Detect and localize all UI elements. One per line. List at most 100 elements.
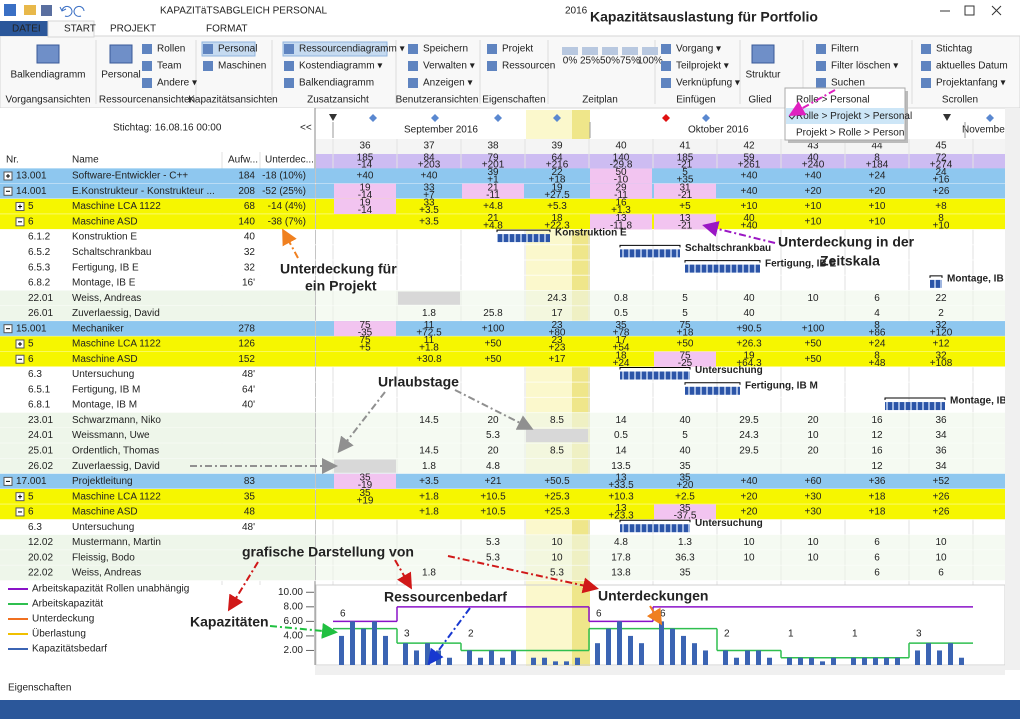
tab[interactable] <box>0 21 48 36</box>
cell-value: 35 <box>615 320 627 331</box>
cell-value: 6 <box>874 552 880 563</box>
demand-bar <box>511 650 516 665</box>
cell-value: -35 <box>358 327 373 338</box>
underload-cell <box>654 504 716 520</box>
cell-value: 10 <box>551 552 563 563</box>
menu-item[interactable]: Rolle > Personal <box>796 95 870 106</box>
column-header[interactable]: Unterdec... <box>265 155 314 166</box>
cell-value: +78 <box>613 327 630 338</box>
ribbon-button[interactable]: Balkendiagramm <box>299 78 374 89</box>
tab[interactable] <box>47 20 95 38</box>
ribbon-button[interactable]: aktuelles Datum <box>936 61 1008 72</box>
demand-bar <box>820 661 825 665</box>
ribbon-button[interactable]: Verknüpfung ▾ <box>676 78 740 89</box>
ribbon-button[interactable]: Rollen <box>157 44 185 55</box>
tab-label[interactable]: START <box>64 24 96 35</box>
tab-label[interactable]: DATEI <box>12 24 41 35</box>
ribbon-button[interactable]: 100% <box>637 56 663 67</box>
column-header[interactable]: Name <box>72 155 99 166</box>
cell-value: 31 <box>679 182 691 193</box>
week-label: 37 <box>423 141 435 152</box>
annotation: Zeitskala <box>820 253 880 269</box>
ribbon-button[interactable]: Balkendiagramm <box>10 70 85 81</box>
cell-value: 35 <box>359 473 371 484</box>
ribbon-button[interactable]: Projektanfang ▾ <box>936 78 1006 89</box>
ribbon-button[interactable]: Projekt <box>502 44 533 55</box>
task-bar[interactable] <box>685 264 760 273</box>
save-icon[interactable] <box>41 5 52 16</box>
ribbon-button[interactable]: Filtern <box>831 44 859 55</box>
ribbon-button[interactable]: Suchen <box>831 78 865 89</box>
ribbon-button[interactable]: 25% <box>580 56 600 67</box>
column-header[interactable]: Aufw... <box>228 155 258 166</box>
horizontal-scrollbar[interactable] <box>315 666 1005 675</box>
ribbon-button[interactable]: Struktur <box>745 70 781 81</box>
tab-label[interactable]: PROJEKT <box>110 24 156 35</box>
task-bar[interactable] <box>497 234 550 243</box>
ribbon-button[interactable]: Andere ▾ <box>157 78 197 89</box>
ribbon-button[interactable]: Personal <box>101 70 140 81</box>
week-label: 39 <box>551 141 563 152</box>
y-tick-label: 2.00 <box>284 645 304 656</box>
cell-value: 6 <box>874 537 880 548</box>
task-bar-label: Fertigung, IB M <box>745 380 818 391</box>
vertical-scrollbar[interactable] <box>1005 108 1020 670</box>
task-bar[interactable] <box>620 371 690 380</box>
maximize[interactable] <box>964 5 975 16</box>
underload-cell <box>334 183 396 199</box>
button-icon <box>816 78 826 88</box>
tab-label[interactable]: FORMAT <box>206 24 247 35</box>
ribbon-button[interactable]: Anzeigen ▾ <box>423 78 473 89</box>
ribbon-button[interactable]: Team <box>157 61 181 72</box>
panel-tab[interactable]: Eigenschaften <box>8 683 71 694</box>
ribbon-button[interactable]: Personal <box>218 44 257 55</box>
task-bar[interactable] <box>885 402 945 411</box>
close[interactable] <box>991 5 1002 16</box>
ribbon-button[interactable]: Maschinen <box>218 61 266 72</box>
totals-row <box>316 154 1005 169</box>
menu-highlight <box>786 108 904 124</box>
ribbon-button[interactable]: Vorgang ▾ <box>676 44 721 55</box>
demand-bar <box>798 657 803 665</box>
ribbon-button[interactable]: Verwalten ▾ <box>423 61 475 72</box>
week-label: 40 <box>615 141 627 152</box>
cell-value: 25.8 <box>483 308 503 319</box>
ribbon-button[interactable]: Speichern <box>423 44 468 55</box>
column-header[interactable]: Nr. <box>6 155 19 166</box>
ribbon-button[interactable]: Filter löschen ▾ <box>831 61 898 72</box>
ribbon-button[interactable]: 75% <box>620 56 640 67</box>
ribbon-button[interactable]: Ressourcen <box>502 61 555 72</box>
row-band <box>316 458 1005 474</box>
ribbon-button[interactable]: 50% <box>600 56 620 67</box>
menu-item[interactable]: Rolle > Projekt > Personal <box>796 111 912 122</box>
undo-icon[interactable] <box>59 5 73 17</box>
cell-value: +80 <box>549 327 566 338</box>
menu-item[interactable]: Projekt > Rolle > Person <box>796 128 904 139</box>
row-background <box>0 427 315 444</box>
task-bar[interactable] <box>685 386 740 395</box>
open-icon[interactable] <box>24 5 36 15</box>
redo-icon[interactable] <box>73 5 85 17</box>
cell-value: +100 <box>802 323 825 334</box>
ribbon-button[interactable]: Ressourcendiagramm ▾ <box>299 44 405 55</box>
cell-value: 40 <box>679 446 691 457</box>
row-aufwand: 68 <box>244 201 256 212</box>
task-bar[interactable] <box>620 249 680 258</box>
button-icon <box>284 61 294 71</box>
title-bar <box>0 0 1020 36</box>
row-nr: 15.001 <box>16 323 47 334</box>
row-name: Maschine ASD <box>72 354 138 365</box>
task-bar[interactable] <box>930 279 942 288</box>
cell-value: 16 <box>871 415 883 426</box>
cell-value: +4.8 <box>483 201 503 212</box>
app-icon <box>4 4 16 16</box>
ribbon-button[interactable]: 0% <box>563 56 578 67</box>
row-aufwand: 184 <box>238 171 255 182</box>
task-bar[interactable] <box>620 524 690 533</box>
row-name: Untersuchung <box>72 369 134 380</box>
ribbon-button[interactable]: Kostendiagramm ▾ <box>299 61 382 72</box>
ribbon-button[interactable]: Stichtag <box>936 44 972 55</box>
cell-value: 10 <box>807 552 819 563</box>
ribbon-button[interactable]: Teilprojekt ▾ <box>676 61 729 72</box>
collapse-button[interactable]: << <box>300 123 312 134</box>
